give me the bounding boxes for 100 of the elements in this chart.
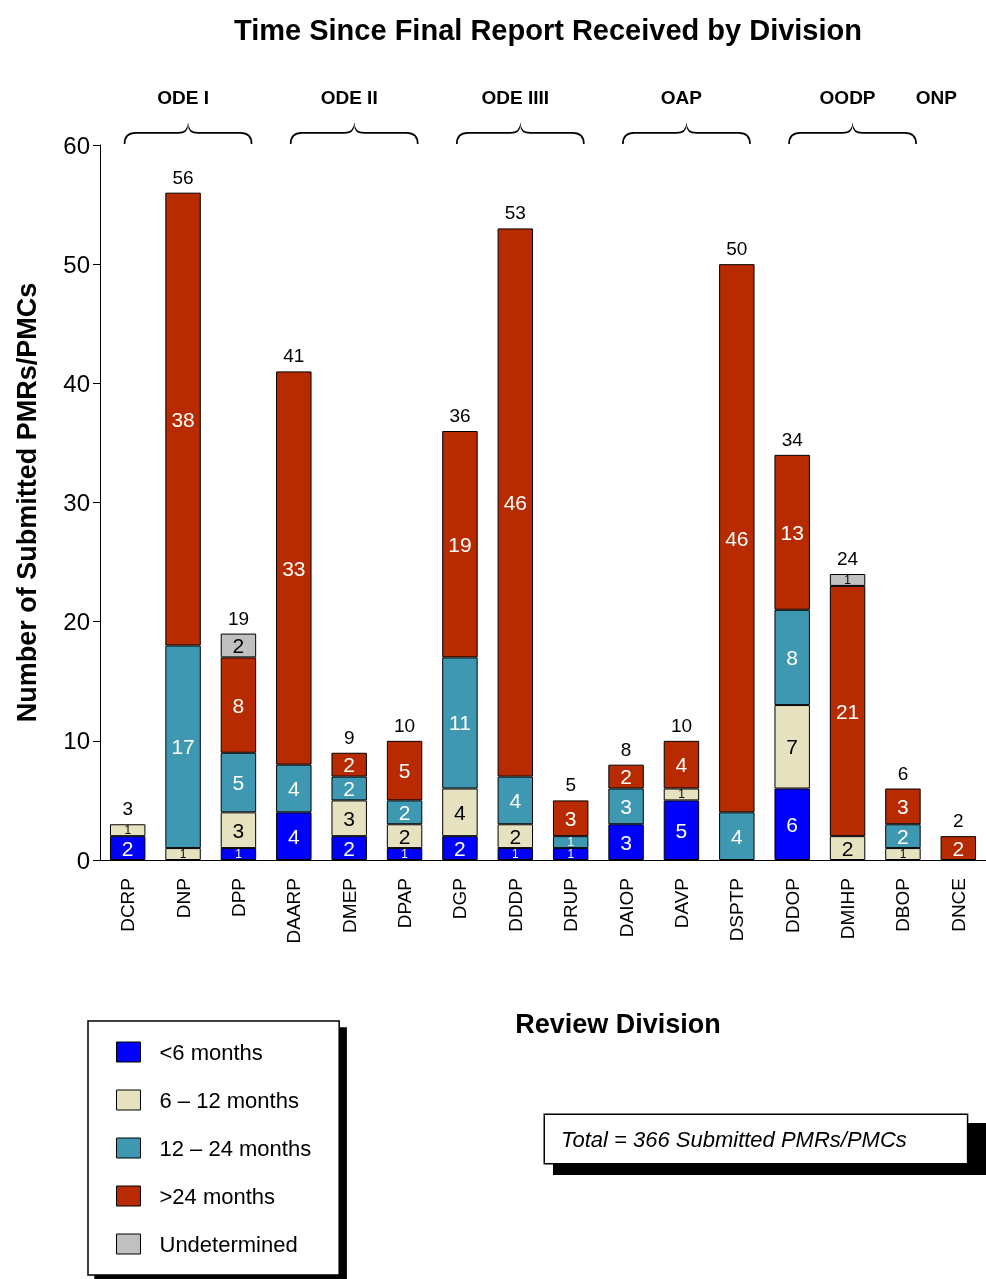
data-label: 2	[897, 824, 909, 848]
total-label: 5	[565, 774, 576, 796]
data-label: 2	[232, 634, 245, 657]
data-label: 1	[235, 847, 243, 862]
data-label: 7	[786, 735, 799, 759]
total-label: 53	[504, 202, 526, 224]
x-tick-label: DNP	[172, 878, 194, 919]
legend-label: >24 months	[159, 1183, 276, 1209]
data-label: 3	[620, 830, 632, 854]
data-label: 8	[232, 693, 245, 717]
total-label: 3	[122, 798, 133, 820]
data-label: 2	[841, 836, 854, 860]
y-tick-label: 20	[63, 608, 90, 636]
data-label: 19	[448, 532, 472, 556]
x-tick-label: DAIOP	[615, 878, 637, 938]
data-label: 38	[171, 407, 195, 431]
data-label: 8	[786, 645, 799, 669]
data-label: 4	[509, 788, 522, 812]
legend-label: 12 – 24 months	[159, 1135, 312, 1161]
x-tick-label: DBOP	[892, 878, 914, 932]
y-tick-label: 30	[63, 489, 90, 516]
data-label: 1	[401, 847, 409, 862]
data-label: 2	[454, 836, 466, 860]
legend-label: 6 – 12 months	[159, 1087, 299, 1113]
data-label: 2	[509, 824, 522, 848]
text: OODP	[819, 87, 876, 108]
x-tick-label: DCRP	[117, 878, 139, 932]
x-tick-label: DMEP	[338, 878, 360, 933]
total-label: 34	[781, 428, 804, 450]
data-label: 4	[287, 777, 300, 800]
data-label: 2	[343, 777, 356, 800]
total-label: 24	[836, 548, 859, 569]
data-label: 46	[503, 491, 527, 514]
x-tick-label: DPP	[227, 878, 249, 918]
data-label: 1	[567, 835, 575, 850]
y-axis-title: Number of Submitted PMRs/PMCs	[11, 282, 42, 723]
x-tick-label: DDOP	[781, 878, 803, 933]
x-tick-label: DPAP	[394, 878, 416, 929]
data-label: 6	[786, 812, 799, 836]
data-label: 33	[282, 556, 306, 580]
x-tick-label: DAVP	[670, 878, 692, 929]
total-label: 41	[283, 345, 305, 367]
y-tick-label: 0	[76, 846, 90, 874]
data-label: 5	[232, 771, 245, 795]
data-label: 2	[343, 836, 356, 860]
total-label: 36	[449, 405, 471, 426]
data-label: 1	[678, 787, 686, 802]
data-label: 13	[780, 520, 804, 544]
data-label: 4	[675, 753, 688, 777]
data-label: 3	[620, 794, 632, 818]
data-label: 3	[564, 806, 577, 830]
data-label: 4	[287, 824, 300, 848]
data-label: 2	[343, 753, 356, 777]
data-label: 4	[454, 800, 467, 824]
data-label: 1	[844, 572, 852, 587]
y-tick-label: 10	[63, 727, 90, 755]
total-label: 19	[227, 607, 250, 629]
x-tick-label: DMIHP	[837, 878, 859, 940]
y-tick-label: 40	[63, 369, 90, 397]
data-label: 2	[398, 800, 411, 824]
total-label: 2	[953, 810, 964, 832]
data-label: 3	[232, 818, 245, 842]
data-label: 46	[725, 526, 749, 550]
data-label: 1	[567, 847, 575, 862]
data-label: 1	[179, 847, 187, 862]
data-label: 1	[124, 823, 132, 838]
text: Total = 366 Submitted PMRs/PMCs	[561, 1126, 907, 1152]
data-label: 17	[171, 735, 195, 759]
total-label: 8	[620, 738, 632, 760]
legend-label: <6 months	[159, 1039, 263, 1065]
x-tick-label: DRUP	[560, 878, 582, 932]
total-label: 10	[670, 714, 693, 736]
data-label: 3	[897, 794, 909, 818]
data-label: 2	[121, 836, 134, 860]
text: OAP	[660, 87, 703, 108]
chart-title: Time Since Final Report Received by Division	[234, 13, 862, 46]
legend-label: Undetermined	[159, 1231, 298, 1257]
x-tick-label: DDDP	[504, 878, 526, 932]
x-tick-label: DGP	[449, 878, 471, 920]
total-label: 6	[897, 762, 909, 784]
total-label: 56	[172, 166, 194, 188]
data-label: 3	[343, 806, 356, 830]
x-tick-label: DAARP	[283, 878, 305, 944]
x-tick-label: DSPTP	[726, 878, 748, 942]
x-axis-title: Review Division	[515, 1008, 721, 1039]
text: ODE II	[320, 87, 378, 108]
total-label: 9	[343, 726, 355, 748]
x-tick-label: DNCE	[947, 878, 969, 932]
text: ODE IIII	[481, 87, 550, 108]
y-tick-label: 50	[63, 250, 90, 278]
total-label: 50	[726, 238, 748, 260]
data-label: 1	[512, 847, 519, 862]
data-label: 2	[620, 765, 632, 789]
data-label: 2	[952, 836, 965, 860]
total-label: 10	[393, 714, 416, 736]
data-label: 11	[449, 711, 471, 735]
data-label: 1	[899, 847, 907, 862]
text: ONP	[915, 87, 958, 108]
data-label: 2	[398, 824, 411, 848]
data-label: 5	[398, 759, 411, 783]
